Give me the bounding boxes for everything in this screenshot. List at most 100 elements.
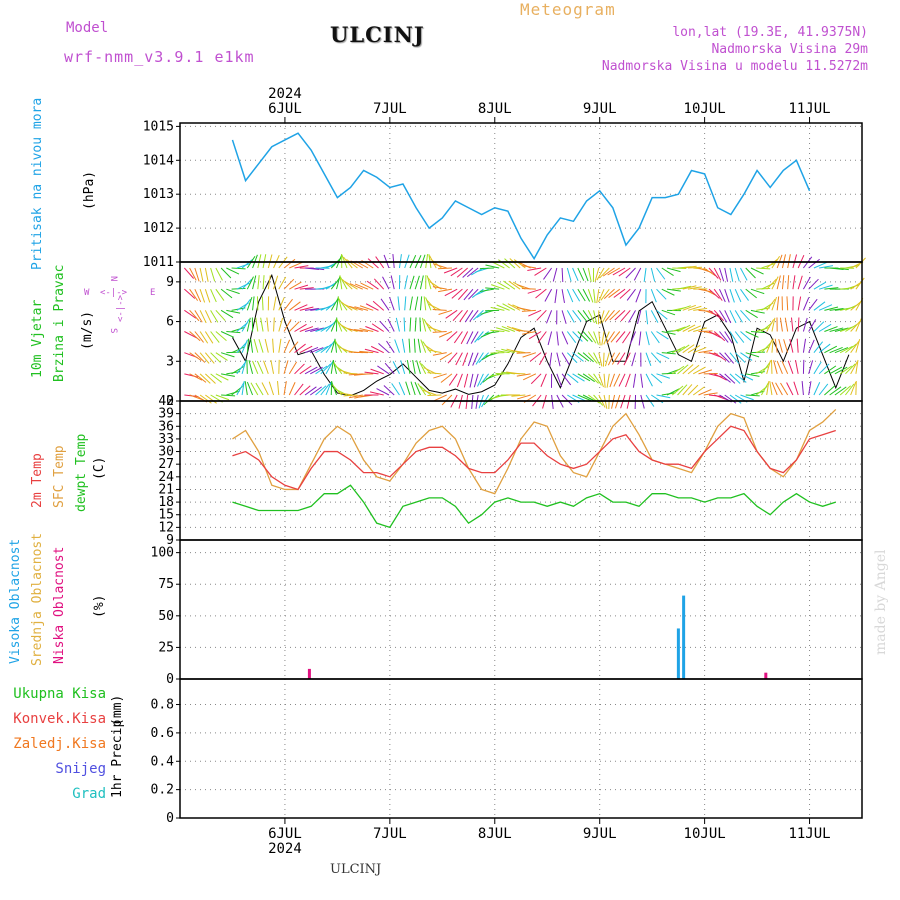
wind-barb (412, 359, 416, 374)
wind-barb (661, 288, 675, 296)
wind-barb (516, 352, 531, 354)
wind-barb (850, 381, 857, 396)
wind-barb (475, 352, 484, 365)
wind-barb (740, 267, 748, 281)
wind-barb (577, 310, 588, 322)
wind-barb (304, 386, 317, 396)
wind-barb (266, 317, 269, 332)
wind-barb (724, 289, 730, 303)
wind-barb (776, 360, 783, 375)
wind-barb (348, 328, 363, 332)
wind-barb (845, 343, 857, 354)
wind-barb (724, 373, 736, 384)
wind-barb (656, 394, 671, 399)
altitude-label: Nadmorska Visina 29m (711, 42, 868, 57)
bottom-year-label: 2024 (268, 841, 302, 857)
wind-barb (824, 385, 836, 396)
wind-barb (719, 310, 728, 323)
wind-barb (417, 383, 427, 396)
wind-barb (336, 318, 343, 332)
wind-barb (587, 331, 597, 344)
wind-barb (371, 323, 385, 332)
wind-barb (775, 382, 783, 396)
wind-barb (561, 289, 565, 304)
wind-barb (740, 394, 754, 401)
wind-barb (829, 366, 843, 375)
wind-barb (204, 267, 209, 282)
wind-barb (508, 280, 521, 290)
wind-barb (427, 394, 442, 397)
wind-barb (561, 394, 573, 406)
wind-barb (778, 339, 783, 353)
wind-barb (503, 280, 516, 290)
wind-barb (256, 360, 264, 375)
wind-barb (226, 309, 241, 314)
wind-barb (829, 307, 844, 311)
wind-barb (786, 382, 794, 396)
wind-barb (813, 281, 827, 290)
page-title: ULCINJ (330, 22, 425, 47)
wind-barb (819, 284, 833, 290)
wind-barb (640, 394, 645, 409)
wind-barb (824, 306, 839, 311)
wind-barb (677, 324, 691, 332)
wind-barb (299, 385, 311, 396)
wind-barb (472, 352, 479, 366)
wind-barb (787, 360, 794, 375)
wind-barb (367, 258, 379, 269)
wind-barb (813, 382, 821, 396)
wind-barb (671, 385, 684, 396)
wind-barb (304, 307, 319, 311)
wind-barb (714, 394, 728, 401)
wind-barb (713, 331, 726, 342)
wind-barb (210, 288, 217, 303)
wind-barb (602, 267, 615, 277)
wind-barb (774, 338, 778, 353)
wind-barb (566, 310, 575, 323)
wind-barb (839, 345, 853, 354)
wind-barb (452, 309, 463, 322)
top-day-label: 10JUL (684, 101, 726, 117)
wind-barb (369, 391, 384, 396)
wind-barb (620, 310, 631, 322)
bottom-day-label: 8JUL (478, 826, 512, 842)
wind-barb (661, 309, 676, 316)
wind-barb (535, 288, 547, 299)
wind-barb (199, 289, 206, 303)
wind-barb (507, 303, 521, 311)
wind-barb (745, 288, 757, 299)
wind-barb (756, 326, 770, 332)
wind-barb (210, 267, 216, 282)
wind-barb (462, 267, 474, 278)
wind-barb (779, 317, 783, 332)
temperature-tick-label: 42 (158, 394, 174, 409)
wind-barb (682, 265, 697, 269)
wind-barb (423, 319, 432, 332)
wind-barb (226, 267, 240, 275)
wind-barb (379, 320, 390, 332)
wind-barb (650, 373, 663, 384)
wind-barb (373, 278, 385, 290)
wind-barb (462, 352, 469, 366)
wind-barb (199, 310, 207, 324)
wind-barb (698, 349, 713, 354)
wind-barb (204, 331, 214, 344)
wind-barb (643, 267, 647, 282)
wind-barb (687, 286, 702, 290)
cloud-bar (764, 672, 768, 679)
wind-barb (813, 321, 825, 332)
cloud-bar (682, 595, 686, 679)
precip-legend-hail: Grad (72, 786, 106, 802)
wind-barb (802, 297, 810, 311)
frame-layer (176, 117, 863, 824)
compass-e: E (150, 288, 156, 298)
wind-barb (567, 373, 579, 384)
wind-barb (277, 381, 280, 396)
wind-barb (606, 331, 615, 344)
wind-barb (344, 304, 358, 311)
wind-barb (509, 258, 521, 269)
wind-barb (719, 373, 731, 383)
wind-barb (521, 288, 536, 290)
wind-barb (771, 276, 779, 290)
wind-barb (787, 275, 790, 290)
